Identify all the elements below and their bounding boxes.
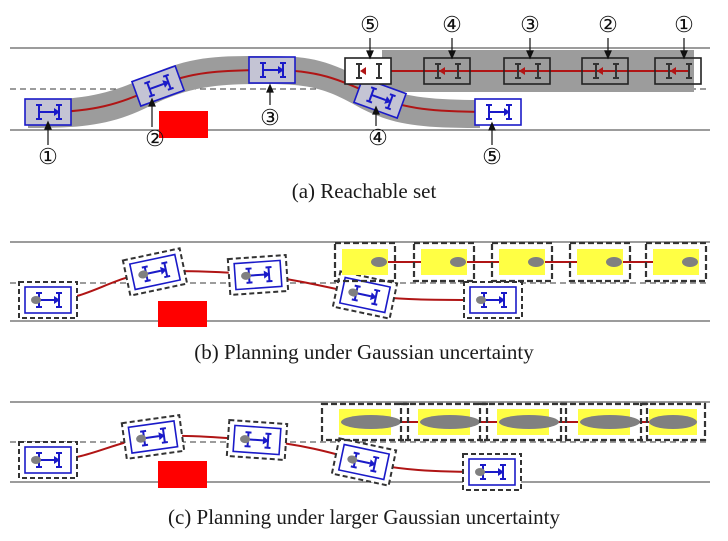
ego-vehicle	[18, 281, 78, 319]
other-vehicle	[654, 57, 702, 85]
ego-vehicle	[330, 437, 398, 487]
ego-reachable-set	[28, 56, 480, 128]
ego-vehicle	[225, 418, 289, 462]
ego-step-label-2: ②	[145, 127, 165, 152]
other-vehicle	[503, 57, 551, 85]
ego-vehicle	[474, 98, 522, 126]
ego-step-label-5: ⑤	[482, 145, 502, 170]
caption-panel-a: (a) Reachable set	[292, 179, 437, 203]
other-vehicle-uncertainty	[639, 402, 707, 442]
ego-vehicle	[248, 56, 296, 84]
other-vehicle-uncertainty	[644, 241, 708, 283]
other-vehicle-uncertainty	[490, 241, 554, 283]
ego-step-label-3: ③	[260, 106, 280, 131]
other-vehicle	[344, 57, 392, 85]
ego-vehicle	[130, 64, 186, 108]
other-step-label-2: ②	[598, 13, 618, 38]
panel-b-gaussian-uncertainty: (b) Planning under Gaussian uncertainty	[10, 241, 710, 364]
ego-vehicle	[121, 247, 189, 297]
other-step-label-1: ①	[674, 13, 694, 38]
other-vehicle-uncertainty	[478, 402, 568, 442]
other-step-label-3: ③	[520, 13, 540, 38]
ego-vehicle	[462, 453, 522, 491]
other-vehicle-uncertainty	[412, 241, 476, 283]
red-obstacle	[158, 461, 207, 488]
panel-c-larger-gaussian-uncertainty: (c) Planning under larger Gaussian uncer…	[10, 401, 710, 529]
other-vehicle	[423, 57, 471, 85]
panel-a-reachable-set: ① ② ③ ④ ⑤ ⑤ ④ ③ ② ① (a) Reachable set	[10, 13, 710, 203]
other-vehicle-uncertainty	[320, 402, 410, 442]
ego-step-label-1: ①	[38, 145, 58, 170]
ego-vehicle	[226, 253, 290, 297]
red-obstacle	[158, 301, 207, 327]
other-vehicle-uncertainty	[568, 241, 632, 283]
caption-panel-b: (b) Planning under Gaussian uncertainty	[194, 340, 534, 364]
other-step-label-4: ④	[442, 13, 462, 38]
other-vehicle-uncertainty	[333, 241, 397, 283]
red-obstacle	[159, 111, 208, 138]
label-arrows	[44, 38, 688, 145]
ego-vehicle	[120, 414, 186, 460]
ego-step-label-4: ④	[368, 126, 388, 151]
ego-vehicle	[18, 441, 78, 479]
watermark: CSDN @小作坊钳工	[584, 516, 712, 532]
other-step-label-5: ⑤	[360, 13, 380, 38]
ego-vehicle	[331, 270, 399, 320]
other-vehicle-uncertainty	[399, 402, 489, 442]
other-vehicle	[581, 57, 629, 85]
caption-panel-c: (c) Planning under larger Gaussian uncer…	[168, 505, 561, 529]
ego-vehicle	[463, 281, 523, 319]
other-vehicle-uncertainty	[559, 402, 649, 442]
